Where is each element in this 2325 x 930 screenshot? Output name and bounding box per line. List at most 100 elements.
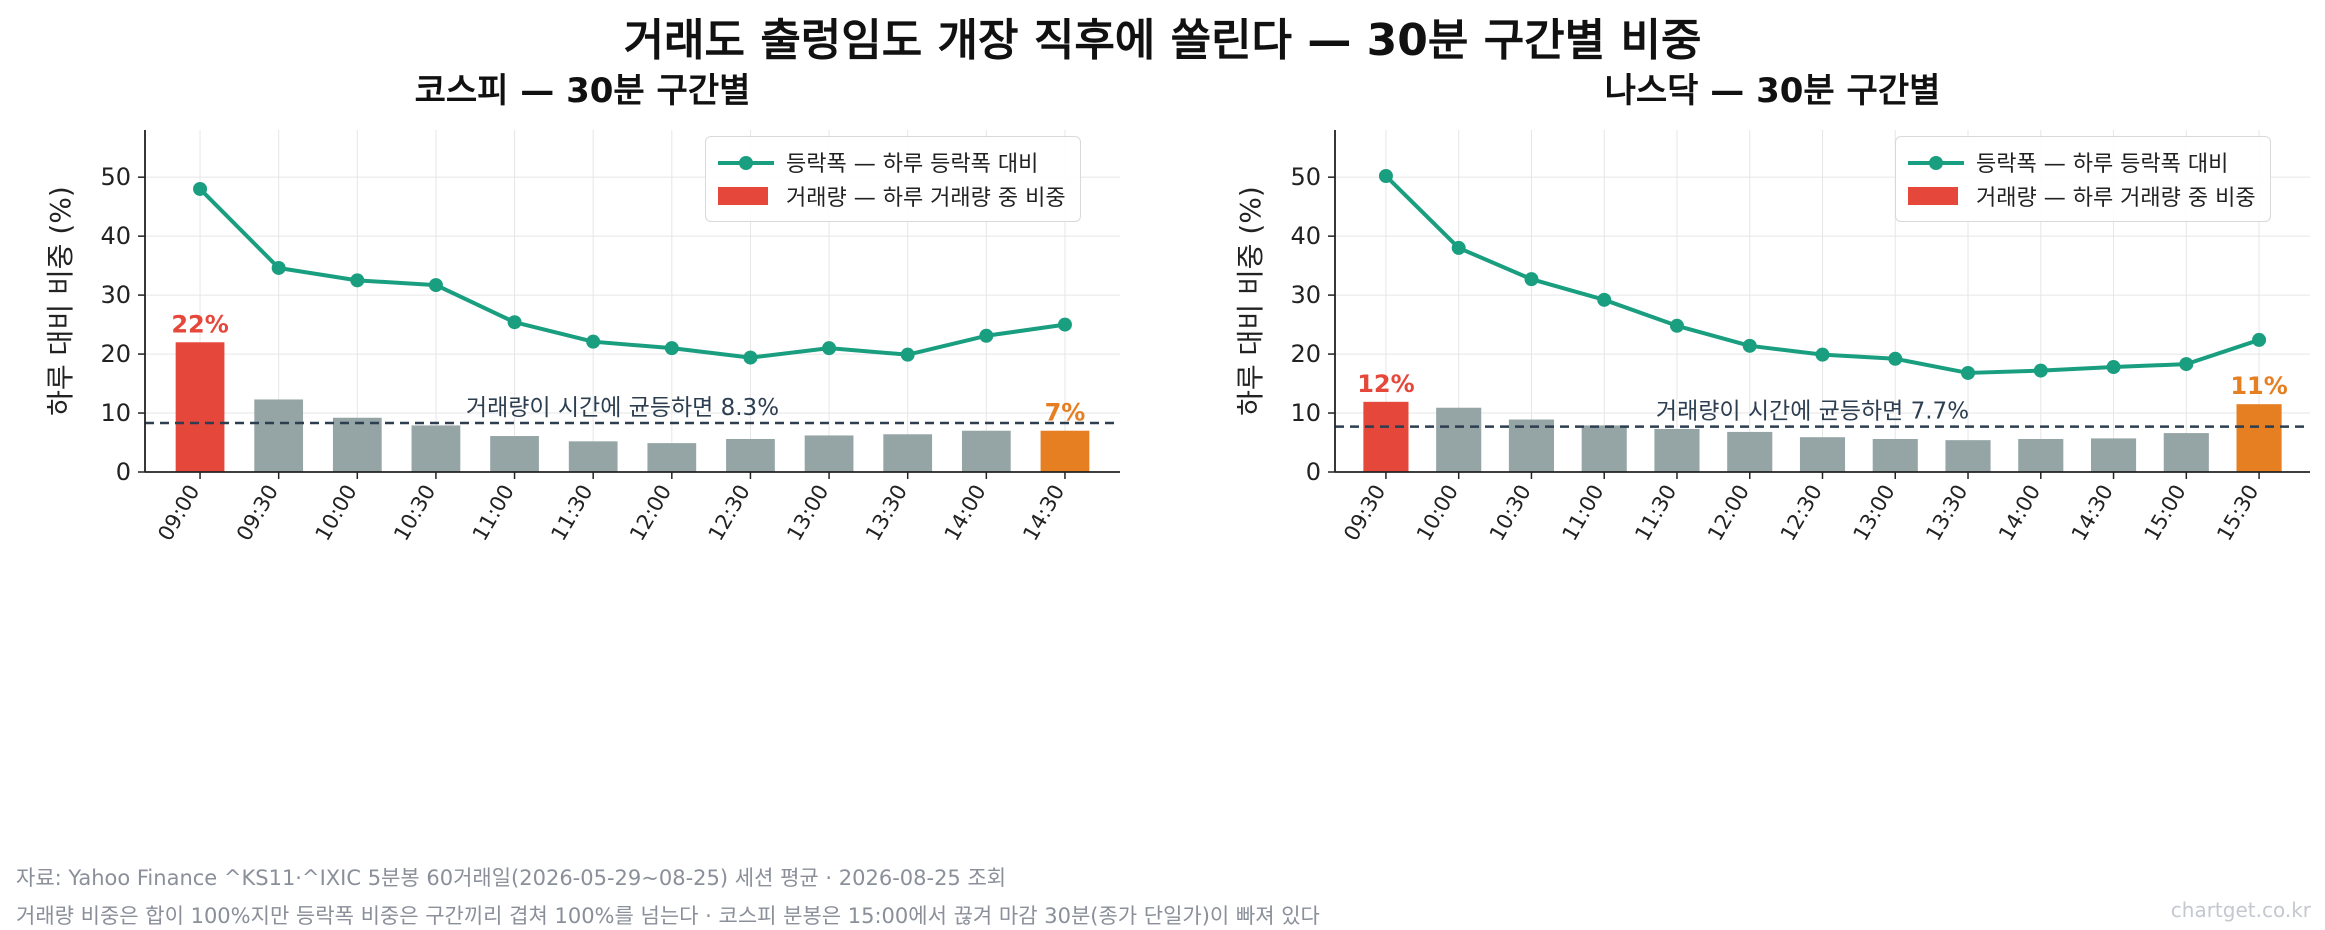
- x-tick-label: 11:30: [546, 481, 597, 545]
- volatility-line: [198, 187, 1066, 360]
- volume-bar: [726, 438, 775, 472]
- volatility-point: [979, 328, 994, 343]
- volume-bar: [2163, 433, 2209, 472]
- kospi-chart-svg: 거래량이 시간에 균등하면 8.3% 22% 7% 0 10 20 30 40 50 09:00 0…: [44, 71, 1120, 545]
- y-tick-label: 30: [1290, 281, 1321, 309]
- reference-line-label: 거래량이 시간에 균등하면 8.3%: [466, 395, 779, 421]
- volume-bar: [1363, 401, 1409, 472]
- y-tick-label: 50: [100, 163, 131, 191]
- bar-value-label: 22%: [171, 310, 228, 338]
- x-tick-label: 09:00: [153, 481, 204, 545]
- chart-suptitle: 거래도 출렁임도 개장 직후에 쏠린다 — 30분 구간별 비중: [623, 15, 1702, 66]
- chart-title: 코스피 — 30분 구간별: [415, 71, 751, 111]
- legend-entry-line: 등락폭 — 하루 등락폭 대비: [718, 145, 1066, 179]
- x-tick-label: 15:00: [2140, 481, 2191, 545]
- y-axis-title: 하루 대비 비중 (%): [1234, 186, 1267, 416]
- volume-bar: [1581, 425, 1627, 472]
- x-tick-label: 10:30: [1485, 481, 1536, 545]
- watermark: chartget.co.kr: [2170, 898, 2311, 922]
- y-tick-label: 0: [1306, 458, 1321, 486]
- volume-bar: [1436, 407, 1482, 472]
- volume-bar: [1945, 440, 1991, 472]
- x-tick-label: 14:00: [940, 481, 991, 545]
- volume-bar: [175, 342, 225, 472]
- legend-bar-swatch: [1908, 187, 1958, 205]
- volatility-point: [1742, 338, 1757, 353]
- legend-entry-bar: 거래량 — 하루 거래량 중 비중: [1908, 179, 2256, 213]
- kospi-chart-panel: 거래량이 시간에 균등하면 8.3% 22% 7% 0 10 20 30 40 50 09:00 0…: [40, 60, 1190, 800]
- volume-bar: [2018, 438, 2064, 472]
- methodology-note: 거래량 비중은 합이 100%지만 등락폭 비중은 구간끼리 겹쳐 100%를 …: [16, 904, 1320, 928]
- volatility-point: [1057, 317, 1072, 332]
- legend-line-label: 등락폭 — 하루 등락폭 대비: [786, 152, 1039, 177]
- volatility-point: [1597, 292, 1612, 307]
- reference-line-label: 거래량이 시간에 균등하면 7.7%: [1656, 399, 1969, 425]
- legend-bar-swatch: [718, 187, 768, 205]
- volume-bar: [1040, 430, 1090, 472]
- x-tick-label: 11:00: [1557, 481, 1608, 545]
- bar-value-label: 12%: [1357, 370, 1414, 398]
- volatility-point: [1378, 168, 1393, 183]
- x-tick-label: 10:00: [311, 481, 362, 545]
- volatility-point: [271, 260, 286, 275]
- x-tick-label: 13:00: [782, 481, 833, 545]
- volatility-point: [2033, 363, 2048, 378]
- volatility-point: [1451, 240, 1466, 255]
- volatility-point: [428, 278, 443, 293]
- volatility-point: [1961, 365, 1976, 380]
- volume-bar: [647, 443, 697, 472]
- volume-bar: [490, 436, 539, 472]
- x-tick-label: 12:30: [1776, 481, 1827, 545]
- y-tick-label: 20: [100, 340, 131, 368]
- bar-value-label: 11%: [2230, 372, 2287, 400]
- x-tick-label: 13:30: [861, 481, 912, 545]
- volatility-point: [2106, 360, 2121, 375]
- x-tick-label: 10:00: [1412, 481, 1463, 545]
- x-tick-label: 11:00: [468, 481, 519, 545]
- volatility-point: [2179, 357, 2194, 372]
- volume-bar: [2090, 438, 2137, 472]
- volatility-point: [664, 341, 679, 356]
- y-tick-label: 20: [1290, 340, 1321, 368]
- x-tick-label: 12:00: [1703, 481, 1754, 545]
- volume-bar: [1727, 431, 1773, 472]
- volatility-point: [1669, 318, 1684, 333]
- volatility-point: [586, 334, 601, 349]
- legend-entry-line: 등락폭 — 하루 등락폭 대비: [1908, 145, 2256, 179]
- volatility-point: [1524, 272, 1539, 287]
- chart-title: 나스닥 — 30분 구간별: [1605, 71, 1941, 111]
- volatility-point: [507, 315, 522, 330]
- x-tick-label: 15:30: [2212, 481, 2263, 545]
- x-tick-label: 09:30: [232, 481, 283, 545]
- volume-bar: [883, 434, 933, 472]
- y-tick-label: 10: [100, 399, 131, 427]
- source-note: 자료: Yahoo Finance ^KS11·^IXIC 5분봉 60거래일(…: [16, 866, 1007, 890]
- y-axis-title: 하루 대비 비중 (%): [44, 186, 77, 416]
- kospi-legend: 등락폭 — 하루 등락폭 대비 거래량 — 하루 거래량 중 비중: [705, 136, 1081, 222]
- legend-line-label: 등락폭 — 하루 등락폭 대비: [1976, 152, 2229, 177]
- x-tick-label: 13:00: [1849, 481, 1900, 545]
- x-tick-label: 14:00: [1994, 481, 2045, 545]
- volatility-point: [1815, 347, 1830, 362]
- x-tick-label: 14:30: [1018, 481, 1069, 545]
- x-tick-label: 10:30: [389, 481, 440, 545]
- volume-bar: [804, 435, 854, 472]
- x-tick-label: 13:30: [1921, 481, 1972, 545]
- y-tick-label: 40: [100, 222, 131, 250]
- volatility-point: [743, 350, 758, 365]
- volatility-point: [2252, 332, 2267, 347]
- volume-bar: [1799, 437, 1846, 472]
- y-tick-label: 50: [1290, 163, 1321, 191]
- legend-bar-label: 거래량 — 하루 거래량 중 비중: [1976, 186, 2256, 211]
- legend-line-swatch: [718, 152, 774, 172]
- x-tick-label: 11:30: [1630, 481, 1681, 545]
- x-tick-label: 09:30: [1339, 481, 1390, 545]
- y-tick-label: 0: [116, 458, 131, 486]
- volume-bar: [411, 425, 461, 472]
- volume-bar: [1654, 428, 1700, 472]
- volume-bar: [568, 441, 618, 472]
- legend-entry-bar: 거래량 — 하루 거래량 중 비중: [718, 179, 1066, 213]
- volatility-point: [1888, 351, 1903, 366]
- volume-bar: [254, 399, 304, 472]
- volatility-point: [900, 347, 915, 362]
